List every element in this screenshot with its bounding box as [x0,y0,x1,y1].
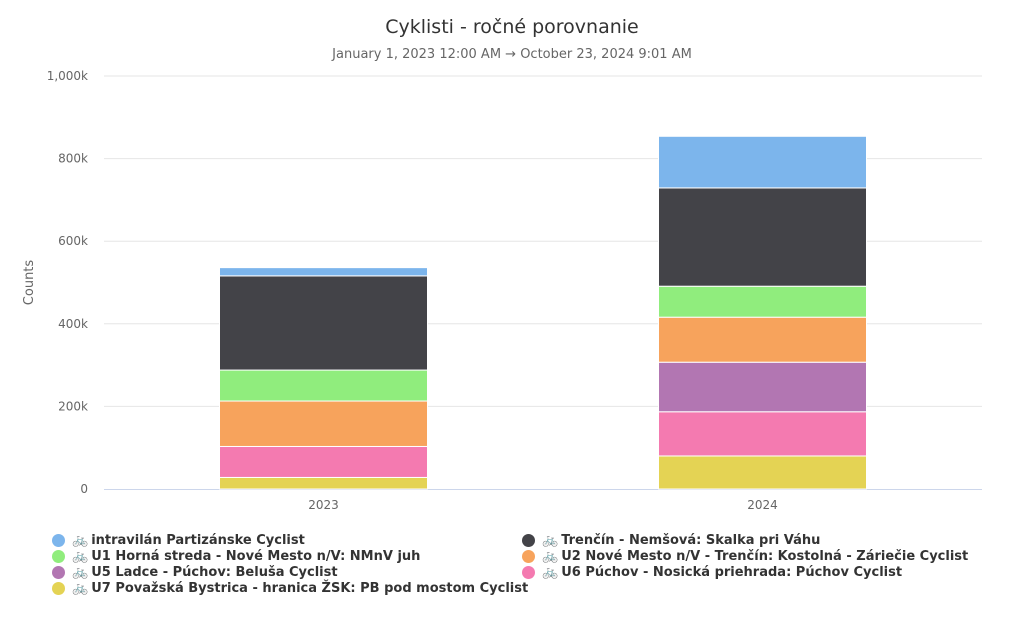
legend-marker [52,550,65,563]
legend-marker [52,582,65,595]
chart-title: Cyklisti - ročné porovnanie [385,16,639,38]
legend-label: U7 Považská Bystrica - hranica ŽSK: PB p… [91,581,529,596]
legend-item[interactable]: 🚲 intravilán Partizánske Cyclist [52,533,305,548]
bar-segment [219,267,428,277]
legend-label: U2 Nové Mesto n/V - Trenčín: Kostolná - … [561,549,969,564]
bar-segment [658,285,867,318]
bicycle-icon: 🚲 [72,565,89,580]
legend-marker [522,534,535,547]
bicycle-icon: 🚲 [542,533,559,548]
legend-item[interactable]: 🚲 U5 Ladce - Púchov: Beluša Cyclist [52,565,338,580]
bar-segment [658,187,867,287]
bicycle-icon: 🚲 [542,549,559,564]
legend-item[interactable]: 🚲 U7 Považská Bystrica - hranica ŽSK: PB … [52,581,528,596]
y-tick-label: 600k [58,234,88,248]
legend-marker [522,566,535,579]
legend-item[interactable]: 🚲 U1 Horná streda - Nové Mesto n/V: NMnV … [52,549,420,564]
legend-label: Trenčín - Nemšová: Skalka pri Váhu [561,533,821,548]
bar-segment [219,476,428,490]
legend-marker [52,534,65,547]
bicycle-icon: 🚲 [72,581,89,596]
bar-segment [219,400,428,447]
bar-segment [219,275,428,371]
legend-item[interactable]: 🚲 U2 Nové Mesto n/V - Trenčín: Kostolná -… [522,549,968,564]
legend-item[interactable]: 🚲 U6 Púchov - Nosická priehrada: Púchov C… [522,565,902,580]
bar-segment [658,411,867,457]
bicycle-icon: 🚲 [72,533,89,548]
y-tick-label: 800k [58,152,88,166]
legend-item[interactable]: 🚲 Trenčín - Nemšová: Skalka pri Váhu [522,533,820,548]
bar-segment [658,316,867,363]
bicycle-icon: 🚲 [72,549,89,564]
legend-label: intravilán Partizánske Cyclist [91,533,305,548]
legend-marker [522,550,535,563]
bar-segment [658,135,867,189]
legend-marker [52,566,65,579]
x-tick-label: 2023 [308,498,339,512]
bar-segment [219,369,428,402]
bicycle-icon: 🚲 [542,565,559,580]
bar-segment [658,455,867,490]
legend-label: U6 Púchov - Nosická priehrada: Púchov Cy… [561,565,903,580]
bar-segment [658,361,867,413]
y-tick-label: 400k [58,317,88,331]
y-tick-label: 200k [58,399,88,413]
chart-subtitle: January 1, 2023 12:00 AM → October 23, 2… [332,47,692,62]
y-tick-label: 0 [80,482,88,496]
y-tick-label: 1,000k [47,69,88,83]
x-tick-label: 2024 [747,498,778,512]
stacked-bar-chart: 0 200k 400k 600k 800k 1,000k Counts 2023 2024 [22,69,982,512]
y-axis-title: Counts [22,260,37,306]
legend-label: U5 Ladce - Púchov: Beluša Cyclist [91,565,338,580]
bar-segment [219,445,428,478]
legend-label: U1 Horná streda - Nové Mesto n/V: NMnV j… [91,549,421,564]
